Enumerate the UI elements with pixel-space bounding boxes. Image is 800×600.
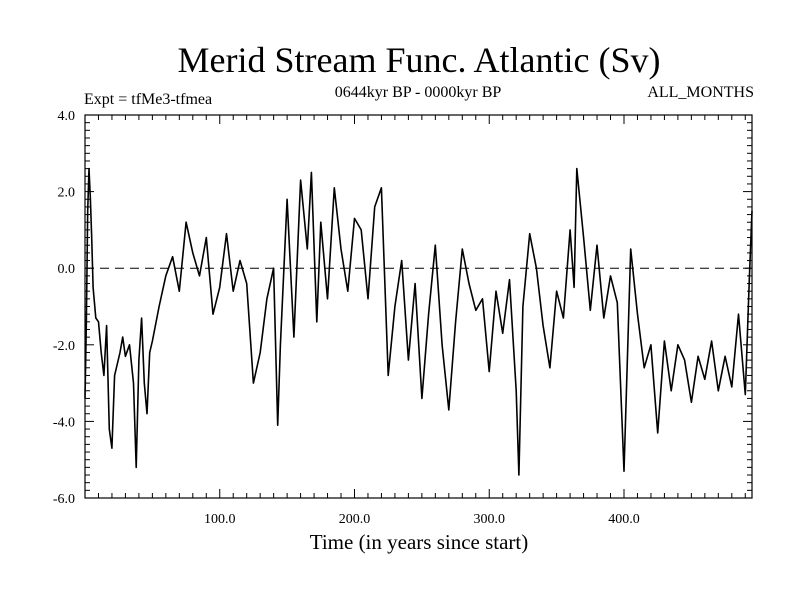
y-tick-label: 4.0 — [58, 109, 76, 124]
x-axis-ticks — [97, 115, 746, 498]
y-axis-tick-labels: -6.0 -4.0 -2.0 0.0 2.0 4.0 — [53, 109, 75, 507]
series-line — [84, 167, 753, 476]
y-tick-label: -6.0 — [53, 492, 75, 507]
plot-frame — [84, 114, 753, 499]
y-axis-ticks — [85, 122, 752, 491]
x-tick-label: 300.0 — [473, 512, 505, 527]
chart-subtitle-center: 0644kyr BP - 0000kyr BP — [335, 84, 502, 101]
chart-subtitle-left: Expt = tfMe3-tfmea — [84, 91, 212, 108]
x-axis-label: Time (in years since start) — [310, 530, 529, 554]
x-tick-label: 100.0 — [204, 512, 236, 527]
chart-title: Merid Stream Func. Atlantic (Sv) — [178, 40, 661, 80]
x-axis-tick-labels: 100.0 200.0 300.0 400.0 — [204, 512, 640, 527]
x-tick-label: 400.0 — [608, 512, 640, 527]
chart-subtitle-right: ALL_MONTHS — [647, 84, 754, 101]
x-tick-label: 200.0 — [339, 512, 371, 527]
y-tick-label: 2.0 — [58, 186, 76, 201]
y-tick-label: -2.0 — [53, 339, 75, 354]
y-tick-label: -4.0 — [53, 415, 75, 430]
y-tick-label: 0.0 — [58, 262, 76, 277]
